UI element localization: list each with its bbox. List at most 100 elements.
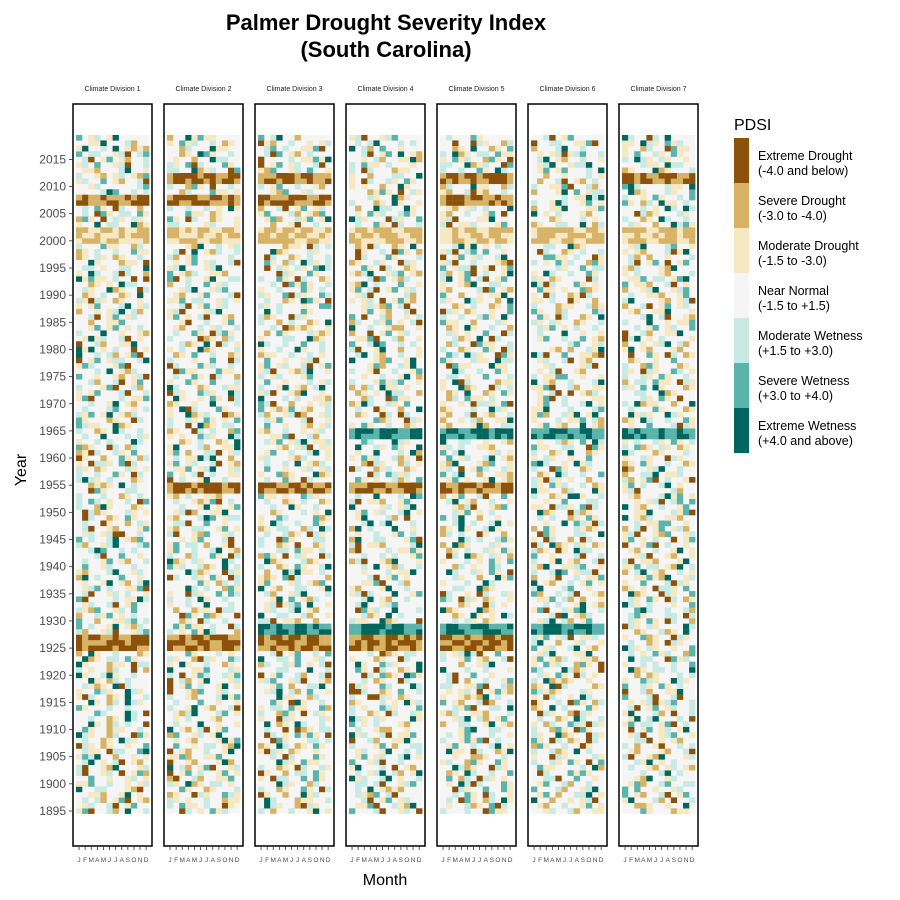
heatmap-cell [470, 140, 477, 147]
heatmap-cell [221, 634, 229, 641]
heatmap-cell [410, 287, 417, 293]
heatmap-cell [143, 591, 150, 597]
heatmap-cell [349, 558, 356, 565]
heatmap-cell [288, 243, 295, 250]
heatmap-cell [379, 221, 386, 228]
heatmap-cell [452, 493, 459, 499]
heatmap-cell [494, 406, 502, 413]
heatmap-cell [173, 384, 180, 391]
heatmap-cell [112, 639, 119, 646]
heatmap-cell [319, 699, 326, 706]
heatmap-cell [137, 439, 144, 445]
heatmap-cell [470, 341, 477, 347]
heatmap-cell [300, 558, 307, 565]
heatmap-cell [282, 341, 289, 347]
heatmap-cell [106, 189, 113, 195]
heatmap-cell [470, 612, 477, 619]
heatmap-cell [501, 759, 508, 766]
heatmap-cell [282, 379, 289, 385]
heatmap-cell [531, 574, 538, 581]
heatmap-cell [488, 629, 496, 635]
heatmap-cell [167, 759, 174, 766]
heatmap-cell [264, 748, 271, 755]
heatmap-cell [373, 493, 380, 499]
heatmap-cell [585, 634, 593, 641]
heatmap-cell [367, 786, 374, 793]
heatmap-cell [446, 797, 453, 804]
heatmap-cell [143, 227, 150, 233]
heatmap-cell [312, 227, 320, 233]
heatmap-cell [470, 265, 477, 271]
heatmap-cell [555, 699, 562, 706]
heatmap-cell [598, 639, 605, 646]
heatmap-cell [191, 167, 198, 174]
heatmap-cell [488, 411, 496, 418]
heatmap-cell [106, 325, 113, 331]
heatmap-cell [403, 183, 411, 190]
heatmap-cell [88, 363, 95, 369]
heatmap-cell [373, 341, 380, 347]
month-tick-label: F [265, 857, 269, 864]
heatmap-cell [379, 265, 386, 271]
heatmap-cell [191, 732, 198, 738]
heatmap-cell [470, 802, 477, 809]
heatmap-cell [106, 531, 113, 537]
heatmap-cell [543, 808, 550, 814]
heatmap-cell [276, 525, 283, 532]
heatmap-cell [282, 737, 289, 744]
heatmap-cell [100, 466, 107, 472]
heatmap-cell [215, 808, 223, 814]
heatmap-cell [143, 732, 150, 738]
heatmap-cell [464, 705, 471, 711]
heatmap-cell [179, 341, 186, 347]
heatmap-cell [306, 612, 314, 619]
heatmap-cell [446, 645, 453, 652]
heatmap-cell [312, 607, 320, 614]
heatmap-cell [592, 601, 599, 608]
heatmap-cell [452, 335, 459, 342]
heatmap-cell [167, 238, 174, 244]
heatmap-cell [501, 645, 508, 652]
heatmap-cell [234, 200, 241, 206]
heatmap-cell [197, 645, 204, 652]
heatmap-cell [567, 515, 574, 521]
heatmap-cell [221, 759, 229, 766]
heatmap-cell [373, 612, 380, 619]
heatmap-cell [507, 390, 514, 396]
heatmap-cell [312, 200, 320, 206]
heatmap-cell [319, 569, 326, 575]
heatmap-cell [191, 352, 198, 358]
heatmap-cell [476, 585, 483, 592]
heatmap-cell [452, 373, 459, 380]
heatmap-cell [258, 574, 265, 581]
heatmap-cell [197, 563, 204, 570]
heatmap-cell [579, 433, 587, 440]
heatmap-cell [470, 726, 477, 733]
heatmap-cell [446, 498, 453, 505]
heatmap-cell [507, 151, 514, 157]
heatmap-cell [325, 422, 332, 429]
heatmap-cell [258, 292, 265, 299]
heatmap-cell [385, 504, 392, 510]
heatmap-cell [130, 439, 138, 445]
heatmap-cell [203, 449, 210, 456]
heatmap-cell [543, 422, 550, 429]
heatmap-cell [325, 395, 332, 402]
heatmap-cell [137, 580, 144, 586]
heatmap-cell [258, 335, 265, 342]
heatmap-cell [598, 428, 605, 434]
heatmap-cell [306, 683, 314, 690]
heatmap-cell [446, 183, 453, 190]
heatmap-cell [215, 330, 223, 337]
heatmap-cell [88, 265, 95, 271]
heatmap-cell [203, 308, 210, 315]
heatmap-cell [228, 639, 235, 646]
heatmap-cell [367, 243, 374, 250]
heatmap-cell [270, 634, 277, 641]
heatmap-cell [228, 471, 235, 478]
heatmap-cell [294, 585, 301, 592]
heatmap-cell [403, 265, 411, 271]
heatmap-cell [531, 683, 538, 690]
heatmap-cell [112, 319, 119, 326]
